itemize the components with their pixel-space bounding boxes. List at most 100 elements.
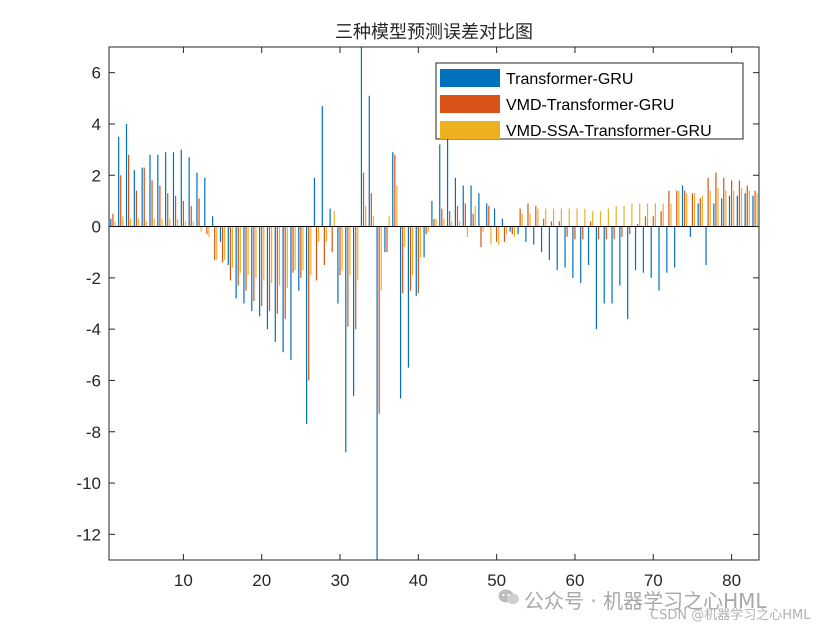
bar-vmd-transformer-gru-34 [370, 193, 372, 227]
bar-transformer-gru-74 [681, 185, 684, 227]
bar-vmd-transformer-gru-6 [151, 180, 153, 227]
bar-vmd-transformer-gru-47 [472, 213, 474, 227]
bar-vmd-transformer-gru-77 [707, 177, 709, 227]
bar-vmd-transformer-gru-35 [378, 226, 380, 414]
bar-transformer-gru-42 [431, 200, 433, 227]
legend-swatch-vmd-transformer-gru [440, 95, 500, 113]
bar-vmd-ssa-transformer-gru-13 [208, 226, 210, 237]
bar-vmd-transformer-gru-42 [433, 218, 435, 227]
bar-vmd-transformer-gru-76 [699, 198, 701, 227]
bar-transformer-gru-51 [501, 218, 503, 227]
bar-vmd-ssa-transformer-gru-7 [161, 218, 163, 227]
bar-transformer-gru-73 [674, 226, 676, 268]
bar-vmd-transformer-gru-4 [135, 190, 138, 227]
bar-vmd-ssa-transformer-gru-29 [333, 211, 335, 227]
y-tick-label--12: -12 [76, 525, 101, 544]
bar-transformer-gru-76 [697, 203, 699, 227]
bar-vmd-ssa-transformer-gru-61 [584, 208, 586, 227]
bar-vmd-transformer-gru-82 [746, 185, 748, 227]
bar-vmd-ssa-transformer-gru-60 [576, 208, 578, 227]
bar-vmd-ssa-transformer-gru-55 [537, 208, 539, 227]
bar-vmd-ssa-transformer-gru-49 [490, 226, 492, 245]
bar-transformer-gru-79 [721, 198, 723, 227]
bar-vmd-transformer-gru-18 [245, 226, 247, 291]
bar-transformer-gru-81 [736, 195, 738, 227]
bar-vmd-ssa-transformer-gru-73 [678, 190, 680, 227]
y-tick-label-2: 2 [92, 166, 101, 185]
bar-vmd-ssa-transformer-gru-57 [552, 208, 555, 227]
bar-transformer-gru-55 [533, 226, 535, 245]
bar-vmd-ssa-transformer-gru-28 [325, 226, 328, 242]
bar-vmd-ssa-transformer-gru-62 [592, 211, 594, 227]
bar-vmd-ssa-transformer-gru-79 [725, 190, 727, 227]
bar-vmd-transformer-gru-21 [268, 226, 271, 312]
bar-vmd-transformer-gru-69 [644, 216, 647, 227]
bar-vmd-transformer-gru-7 [159, 185, 161, 227]
y-tick-label-6: 6 [92, 64, 101, 83]
bar-transformer-gru-12 [196, 172, 198, 227]
bar-vmd-transformer-gru-3 [127, 154, 130, 227]
bar-vmd-ssa-transformer-gru-50 [498, 226, 500, 245]
bars-group [110, 47, 758, 560]
bar-vmd-transformer-gru-23 [284, 226, 286, 319]
bar-transformer-gru-70 [650, 226, 652, 278]
bar-vmd-transformer-gru-30 [339, 226, 341, 276]
legend-swatch-vmd-ssa-transformer-gru [440, 121, 500, 139]
bar-vmd-transformer-gru-70 [652, 216, 654, 227]
bar-vmd-transformer-gru-28 [323, 226, 325, 266]
x-tick-label-40: 40 [409, 571, 428, 590]
bar-vmd-ssa-transformer-gru-51 [505, 226, 508, 235]
bar-vmd-transformer-gru-78 [715, 172, 717, 227]
bar-transformer-gru-45 [454, 177, 457, 227]
bar-vmd-ssa-transformer-gru-1 [114, 221, 116, 227]
bar-vmd-transformer-gru-46 [464, 203, 466, 227]
bar-transformer-gru-38 [399, 226, 402, 399]
bar-vmd-ssa-transformer-gru-63 [599, 211, 602, 227]
bar-vmd-transformer-gru-24 [292, 226, 294, 273]
bar-vmd-transformer-gru-37 [394, 154, 396, 227]
bar-transformer-gru-23 [282, 226, 284, 353]
bar-transformer-gru-29 [329, 208, 331, 227]
bar-vmd-transformer-gru-43 [441, 208, 443, 227]
x-tick-label-70: 70 [644, 571, 663, 590]
bar-vmd-transformer-gru-68 [637, 223, 639, 227]
bar-vmd-transformer-gru-20 [261, 226, 263, 307]
bar-transformer-gru-24 [290, 226, 292, 360]
bar-vmd-ssa-transformer-gru-45 [458, 221, 461, 227]
bar-transformer-gru-80 [728, 195, 731, 227]
bar-vmd-transformer-gru-49 [488, 206, 490, 227]
bar-vmd-ssa-transformer-gru-35 [380, 226, 382, 291]
bar-vmd-transformer-gru-60 [574, 226, 576, 240]
bar-vmd-transformer-gru-56 [543, 218, 545, 227]
bar-transformer-gru-52 [509, 226, 511, 232]
bar-transformer-gru-71 [658, 226, 660, 291]
bar-vmd-ssa-transformer-gru-17 [239, 226, 241, 273]
bar-vmd-ssa-transformer-gru-20 [263, 226, 265, 281]
x-tick-label-30: 30 [331, 571, 350, 590]
wechat-icon [498, 589, 519, 605]
bar-transformer-gru-65 [611, 226, 613, 304]
bar-transformer-gru-47 [470, 185, 472, 227]
bar-transformer-gru-50 [493, 208, 496, 227]
bar-vmd-transformer-gru-61 [582, 226, 584, 240]
bar-vmd-transformer-gru-40 [417, 226, 419, 294]
bar-vmd-ssa-transformer-gru-37 [396, 185, 398, 227]
bar-transformer-gru-44 [446, 136, 449, 227]
bar-vmd-transformer-gru-73 [676, 190, 678, 227]
bar-transformer-gru-19 [251, 226, 253, 312]
y-tick-label--8: -8 [86, 423, 101, 442]
bar-transformer-gru-13 [204, 177, 206, 227]
y-tick-label--4: -4 [86, 320, 101, 339]
chart-title: 三种模型预测误差对比图 [335, 22, 533, 43]
y-tick-label-4: 4 [92, 115, 101, 134]
bar-transformer-gru-68 [634, 226, 637, 271]
bar-vmd-ssa-transformer-gru-41 [427, 226, 429, 232]
bar-transformer-gru-53 [517, 226, 519, 235]
bar-vmd-ssa-transformer-gru-6 [153, 218, 155, 227]
bar-transformer-gru-30 [337, 226, 339, 304]
watermark-sub: CSDN @机器学习之心HML [650, 608, 811, 623]
bar-transformer-gru-59 [564, 226, 566, 268]
bar-vmd-transformer-gru-83 [754, 190, 756, 227]
bar-vmd-ssa-transformer-gru-27 [318, 226, 320, 242]
bar-vmd-ssa-transformer-gru-69 [646, 203, 649, 227]
